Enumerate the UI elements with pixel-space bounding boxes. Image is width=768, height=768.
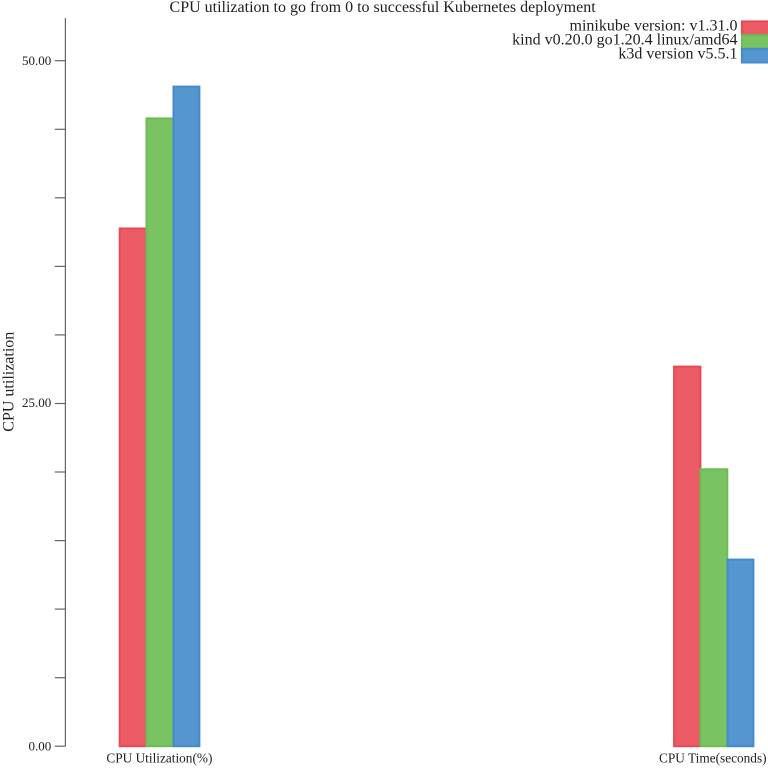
svg-text:kind v0.20.0 go1.20.4 linux/am: kind v0.20.0 go1.20.4 linux/amd64 (512, 32, 737, 49)
svg-text:CPU Utilization(%): CPU Utilization(%) (106, 750, 212, 765)
svg-text:0.00: 0.00 (29, 738, 52, 753)
svg-text:50.00: 50.00 (22, 53, 51, 68)
svg-text:25.00: 25.00 (22, 395, 51, 410)
svg-text:CPU utilization to go from 0 t: CPU utilization to go from 0 to successf… (170, 0, 597, 16)
svg-text:CPU utilization: CPU utilization (1, 332, 18, 432)
svg-text:CPU Time(seconds): CPU Time(seconds) (659, 750, 767, 765)
svg-text:minikube version: v1.31.0: minikube version: v1.31.0 (570, 18, 738, 35)
svg-text:k3d version v5.5.1: k3d version v5.5.1 (618, 46, 737, 63)
